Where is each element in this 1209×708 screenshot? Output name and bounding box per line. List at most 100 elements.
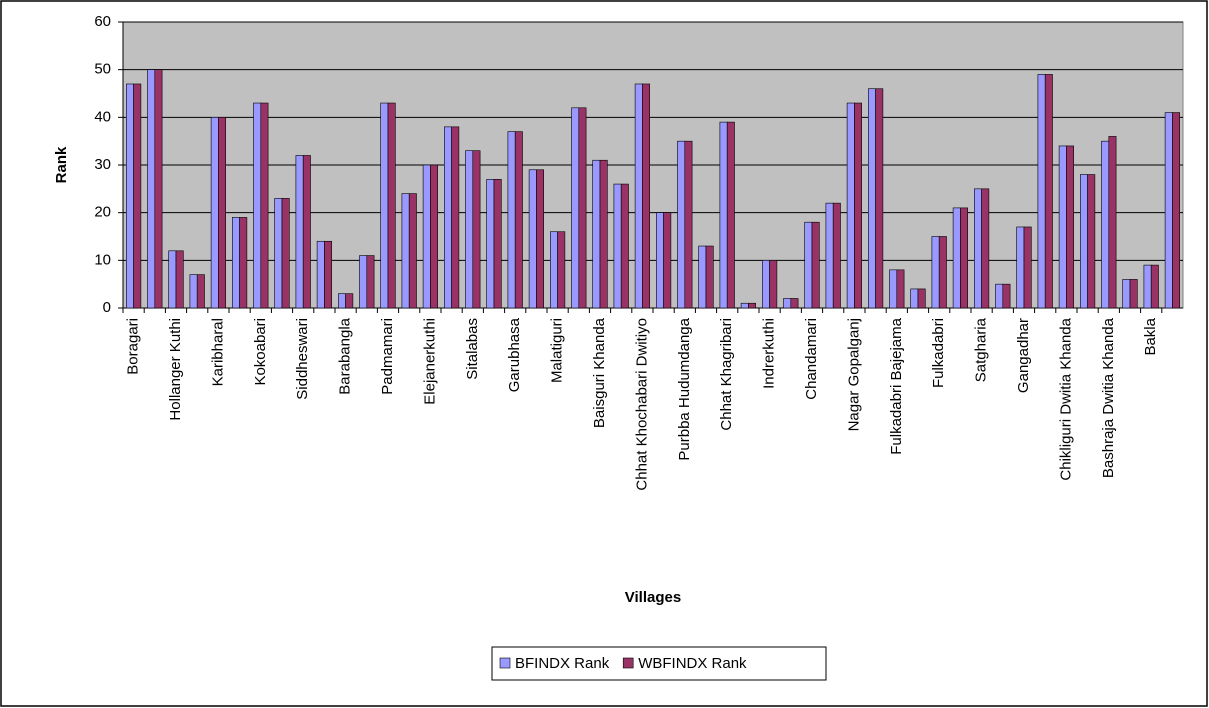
y-axis-title: Rank xyxy=(53,146,70,183)
x-tick-label: Bakla xyxy=(1142,317,1159,355)
bar xyxy=(557,231,566,309)
bar xyxy=(867,88,876,309)
bar xyxy=(196,274,205,309)
bar xyxy=(599,159,608,309)
bar xyxy=(1172,112,1181,309)
x-tick-label: Sitalabas xyxy=(464,318,481,380)
x-tick-label: Gangadhar xyxy=(1015,318,1032,393)
x-tick-label: Barabangla xyxy=(337,317,354,394)
x-tick-label: Baisguri Khanda xyxy=(591,317,608,428)
bar xyxy=(1023,226,1032,309)
bar xyxy=(253,102,262,309)
bar xyxy=(493,179,502,309)
bar xyxy=(917,288,926,309)
bar xyxy=(1080,174,1088,309)
bar xyxy=(1087,174,1096,309)
bar xyxy=(642,83,651,309)
bar xyxy=(783,298,792,309)
bar xyxy=(451,126,460,309)
bar xyxy=(324,240,332,309)
bar xyxy=(260,102,269,309)
bar xyxy=(168,250,177,309)
bar xyxy=(1122,279,1131,309)
bar xyxy=(804,221,813,309)
bar xyxy=(465,150,474,309)
bar xyxy=(620,183,629,309)
x-tick-label: Garubhasa xyxy=(506,317,523,392)
bar xyxy=(896,269,905,309)
bar xyxy=(825,202,834,309)
bar xyxy=(740,302,749,309)
bar xyxy=(854,102,863,309)
bar xyxy=(719,121,728,309)
bar xyxy=(345,293,354,309)
bar xyxy=(147,69,156,309)
bar xyxy=(931,236,940,309)
x-tick-label: Fulkadabri xyxy=(930,318,947,388)
bar xyxy=(698,245,707,309)
bar xyxy=(677,140,686,309)
bar xyxy=(1037,74,1046,309)
y-tick-label: 20 xyxy=(94,204,111,221)
bar xyxy=(430,164,438,309)
x-tick-label: Satgharia xyxy=(973,317,990,382)
y-tick-label: 60 xyxy=(94,13,111,30)
bar xyxy=(705,245,714,309)
bar xyxy=(366,255,375,309)
y-tick-label: 40 xyxy=(94,108,111,125)
bar xyxy=(239,217,248,309)
bar xyxy=(302,155,311,309)
bar xyxy=(938,236,947,309)
bar xyxy=(952,207,961,309)
bar xyxy=(663,212,672,309)
legend-swatch xyxy=(499,657,511,669)
bar xyxy=(133,83,142,309)
x-tick-label: Kokoabari xyxy=(252,318,269,386)
bar xyxy=(1044,74,1053,309)
bar xyxy=(218,117,226,309)
bar xyxy=(210,117,219,309)
bar xyxy=(536,169,545,309)
x-tick-label: Chandamari xyxy=(803,318,820,400)
y-tick-label: 10 xyxy=(94,251,111,268)
x-tick-label: Nagar Gopalganj xyxy=(845,318,862,431)
bar xyxy=(684,140,693,309)
x-tick-label: Chhat Khagribari xyxy=(718,318,735,431)
bar xyxy=(973,188,982,309)
bar xyxy=(1058,145,1067,309)
bar xyxy=(422,164,431,309)
bar xyxy=(126,83,134,309)
bar xyxy=(875,88,884,309)
bar xyxy=(889,269,898,309)
bar xyxy=(613,183,622,309)
bar xyxy=(1129,279,1138,309)
bar xyxy=(578,107,587,309)
bar xyxy=(281,198,290,309)
bar xyxy=(910,288,919,309)
bar xyxy=(769,260,778,309)
bar xyxy=(408,193,417,309)
bar xyxy=(387,102,396,309)
bar xyxy=(154,69,163,309)
bar xyxy=(549,231,558,309)
bar xyxy=(726,121,735,309)
bar xyxy=(1002,283,1011,309)
bar xyxy=(1066,145,1075,309)
bar xyxy=(507,131,516,309)
x-tick-label: Chikliguri Dwitia Khanda xyxy=(1057,317,1074,480)
bar xyxy=(443,126,452,309)
x-axis-title: Villages xyxy=(625,589,681,606)
bar xyxy=(1108,136,1117,309)
bar xyxy=(274,198,283,309)
y-tick-label: 0 xyxy=(103,299,111,316)
x-tick-label: Padmamari xyxy=(379,318,396,395)
bar xyxy=(401,193,410,309)
x-tick-label: Boragari xyxy=(125,318,142,375)
legend: BFINDX Rank WBFINDX Rank xyxy=(491,646,827,681)
x-tick-label: Chhat Khochabari Dwitiyo xyxy=(633,318,650,491)
bar xyxy=(514,131,523,309)
x-tick-label: Indrerkuthi xyxy=(761,318,778,389)
x-tick-label: Purbba Hudumdanga xyxy=(676,317,693,460)
bar xyxy=(295,155,304,309)
bar xyxy=(811,221,820,309)
